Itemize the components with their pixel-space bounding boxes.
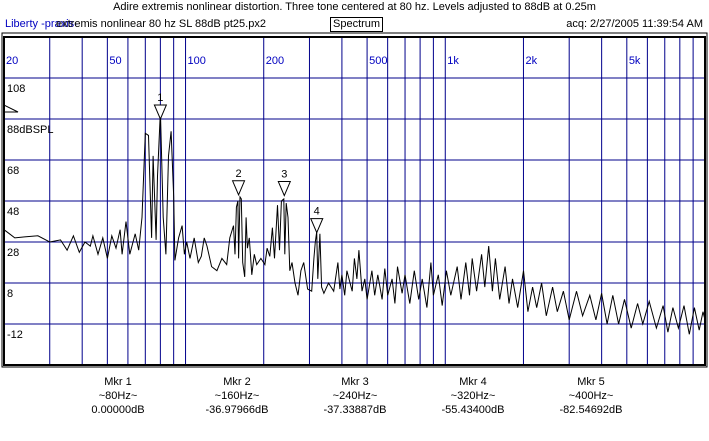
marker-freq-text: ~240Hz~ [332,390,378,402]
marker-label: 1 [157,92,163,104]
marker-label: 2 [235,168,241,180]
y-tick-label: 8 [7,288,13,300]
x-tick-label: 2k [525,55,537,67]
marker-freq-text: ~160Hz~ [214,390,260,402]
plot-inner-frame [3,36,706,366]
marker-value: -82.54692dB [559,404,623,416]
marker-readout-1: Mkr 1 ~80Hz~ 0.00000dB [58,375,178,417]
y-tick-label: 48 [7,206,19,218]
marker-readout-5: Mkr 5 ~400Hz~ -82.54692dB [531,375,651,417]
y-tick-label: 108 [7,83,25,95]
marker-label: 4 [314,206,320,218]
marker-name: Mkr 3 [341,376,369,388]
marker-freq-text: ~80Hz~ [98,390,138,402]
marker-freq-text: ~400Hz~ [568,390,614,402]
marker-value: -36.97966dB [205,404,269,416]
plot-outer-frame [1,32,708,368]
x-tick-label: 20 [6,55,18,67]
spectrum-trace [3,110,706,335]
y-tick-label: -12 [7,329,23,341]
acquisition-time: acq: 2/27/2005 11:39:54 AM [566,18,703,30]
marker-name: Mkr 5 [577,376,605,388]
brand-label: Liberty -praxis- [5,18,78,30]
marker-readout-4: Mkr 4 ~320Hz~ -55.43400dB [413,375,533,417]
x-tick-label: 5k [629,55,641,67]
spectrum-mode-button[interactable]: Spectrum [330,17,384,32]
y-tick-label: 88dBSPL [7,124,53,136]
x-tick-label: 1k [447,55,459,67]
reference-level-marker-icon [3,104,19,113]
marker-name: Mkr 1 [104,376,132,388]
marker-freq-text: ~320Hz~ [450,390,496,402]
marker-value: -37.33887dB [323,404,387,416]
marker-triangle-icon [277,181,292,197]
marker-readout-3: Mkr 3 ~240Hz~ -37.33887dB [295,375,415,417]
marker-triangle-icon [231,180,246,197]
marker-label: 3 [281,169,287,181]
x-tick-label: 100 [188,55,206,67]
marker-value: 0.00000dB [91,404,145,416]
marker-triangle-icon [309,218,324,234]
y-tick-label: 28 [7,247,19,259]
x-tick-label: 200 [266,55,284,67]
marker-value: -55.43400dB [441,404,505,416]
file-name: extremis nonlinear 80 hz SL 88dB pt25.px… [56,18,266,30]
x-tick-label: 500 [369,55,387,67]
y-tick-label: 68 [7,165,19,177]
marker-readout-2: Mkr 2 ~160Hz~ -36.97966dB [177,375,297,417]
marker-name: Mkr 4 [459,376,487,388]
marker-name: Mkr 2 [223,376,251,388]
marker-triangle-icon [153,104,168,121]
chart-title: Adire extremis nonlinear distortion. Thr… [113,1,596,13]
x-tick-label: 50 [109,55,121,67]
